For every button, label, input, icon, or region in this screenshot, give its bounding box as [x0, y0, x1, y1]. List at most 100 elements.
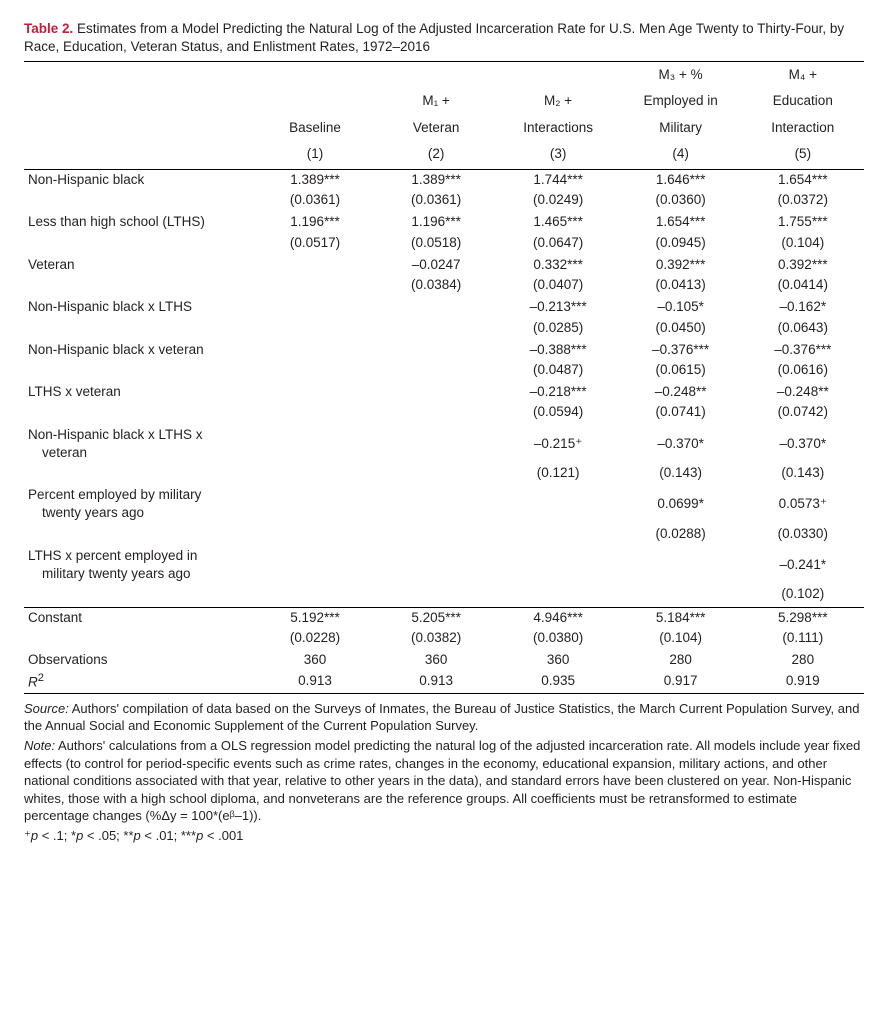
se-cell: (0.0594)	[497, 402, 620, 424]
se-cell: (0.0361)	[254, 190, 375, 212]
se-cell: (0.0487)	[497, 360, 620, 382]
table-caption: Estimates from a Model Predicting the Na…	[24, 21, 844, 54]
se-cell	[254, 402, 375, 424]
se-cell	[376, 402, 497, 424]
coef-cell	[376, 425, 497, 463]
row-label: Non-Hispanic black	[24, 169, 254, 190]
se-cell: (0.121)	[497, 463, 620, 485]
coef-cell	[254, 340, 375, 360]
coef-cell: –0.218***	[497, 382, 620, 402]
coef-cell: –0.248**	[620, 382, 742, 402]
table-title: Table 2. Estimates from a Model Predicti…	[24, 20, 864, 55]
coef-cell: –0.248**	[742, 382, 864, 402]
table-footnotes: Source: Authors' compilation of data bas…	[24, 700, 864, 844]
se-cell: (0.0407)	[497, 275, 620, 297]
coef-cell	[376, 297, 497, 317]
col5-l0: M₄ +	[742, 62, 864, 89]
se-cell: (0.0288)	[620, 524, 742, 546]
se-cell: (0.0330)	[742, 524, 864, 546]
coef-cell: –0.105*	[620, 297, 742, 317]
coef-cell: 1.646***	[620, 169, 742, 190]
coef-cell: 1.744***	[497, 169, 620, 190]
se-cell: (0.0372)	[742, 190, 864, 212]
se-cell: (0.0647)	[497, 233, 620, 255]
coef-cell	[254, 297, 375, 317]
coef-cell	[376, 546, 497, 584]
coef-cell: –0.376***	[620, 340, 742, 360]
coef-cell: 1.755***	[742, 212, 864, 232]
col4-l0: M₃ + %	[620, 62, 742, 89]
row-label: LTHS x veteran	[24, 382, 254, 402]
coef-cell	[254, 425, 375, 463]
coef-cell: –0.370*	[742, 425, 864, 463]
coef-cell	[254, 382, 375, 402]
se-cell: (0.143)	[620, 463, 742, 485]
coef-cell	[620, 546, 742, 584]
coef-cell: 1.654***	[620, 212, 742, 232]
se-cell: (0.0384)	[376, 275, 497, 297]
coef-cell	[376, 382, 497, 402]
coef-cell: 0.0699*	[620, 485, 742, 523]
se-cell	[254, 463, 375, 485]
se-cell: (0.0361)	[376, 190, 497, 212]
se-cell	[254, 524, 375, 546]
coef-cell: 0.332***	[497, 255, 620, 275]
coef-cell: 1.465***	[497, 212, 620, 232]
regression-table: M₃ + % M₄ + M₁ + M₂ + Employed in Educat…	[24, 61, 864, 694]
se-cell: (0.0615)	[620, 360, 742, 382]
coef-cell: 1.654***	[742, 169, 864, 190]
coef-cell: –0.376***	[742, 340, 864, 360]
coef-cell: 1.389***	[254, 169, 375, 190]
coef-cell	[497, 485, 620, 523]
table-label: Table 2.	[24, 21, 73, 36]
coef-cell: –0.162*	[742, 297, 864, 317]
coef-cell	[497, 546, 620, 584]
se-cell: (0.102)	[742, 584, 864, 607]
coef-cell: 0.392***	[620, 255, 742, 275]
se-cell: (0.0249)	[497, 190, 620, 212]
se-cell	[254, 584, 375, 607]
footnote-sig: ⁺p < .1; *p < .05; **p < .01; ***p < .00…	[24, 827, 864, 845]
se-cell	[497, 584, 620, 607]
footnote-note: Note: Authors' calculations from a OLS r…	[24, 737, 864, 825]
se-cell	[376, 524, 497, 546]
se-cell	[376, 463, 497, 485]
se-cell: (0.104)	[742, 233, 864, 255]
coef-cell	[254, 546, 375, 584]
se-cell	[497, 524, 620, 546]
se-cell	[620, 584, 742, 607]
coef-cell: –0.0247	[376, 255, 497, 275]
se-cell: (0.143)	[742, 463, 864, 485]
row-label: LTHS x percent employed inmilitary twent…	[24, 546, 254, 584]
se-cell: (0.0945)	[620, 233, 742, 255]
coef-cell	[254, 485, 375, 523]
coef-cell: 0.392***	[742, 255, 864, 275]
se-cell	[254, 360, 375, 382]
row-label: Veteran	[24, 255, 254, 275]
row-label: Non-Hispanic black x LTHS xveteran	[24, 425, 254, 463]
row-label: Observations	[24, 650, 254, 670]
coef-cell: 1.389***	[376, 169, 497, 190]
coef-cell: –0.213***	[497, 297, 620, 317]
se-cell: (0.0285)	[497, 318, 620, 340]
footnote-source: Source: Authors' compilation of data bas…	[24, 700, 864, 735]
se-cell: (0.0742)	[742, 402, 864, 424]
coef-cell: –0.241*	[742, 546, 864, 584]
coef-cell	[254, 255, 375, 275]
coef-cell: –0.370*	[620, 425, 742, 463]
se-cell: (0.0518)	[376, 233, 497, 255]
coef-cell: 1.196***	[376, 212, 497, 232]
se-cell	[254, 318, 375, 340]
coef-cell	[376, 485, 497, 523]
row-label: Non-Hispanic black x LTHS	[24, 297, 254, 317]
se-cell	[376, 360, 497, 382]
row-label: Non-Hispanic black x veteran	[24, 340, 254, 360]
coef-cell: 0.0573⁺	[742, 485, 864, 523]
se-cell: (0.0450)	[620, 318, 742, 340]
row-label: Less than high school (LTHS)	[24, 212, 254, 232]
coef-cell: –0.388***	[497, 340, 620, 360]
se-cell: (0.0741)	[620, 402, 742, 424]
se-cell	[254, 275, 375, 297]
coef-cell: –0.215⁺	[497, 425, 620, 463]
se-cell: (0.0517)	[254, 233, 375, 255]
